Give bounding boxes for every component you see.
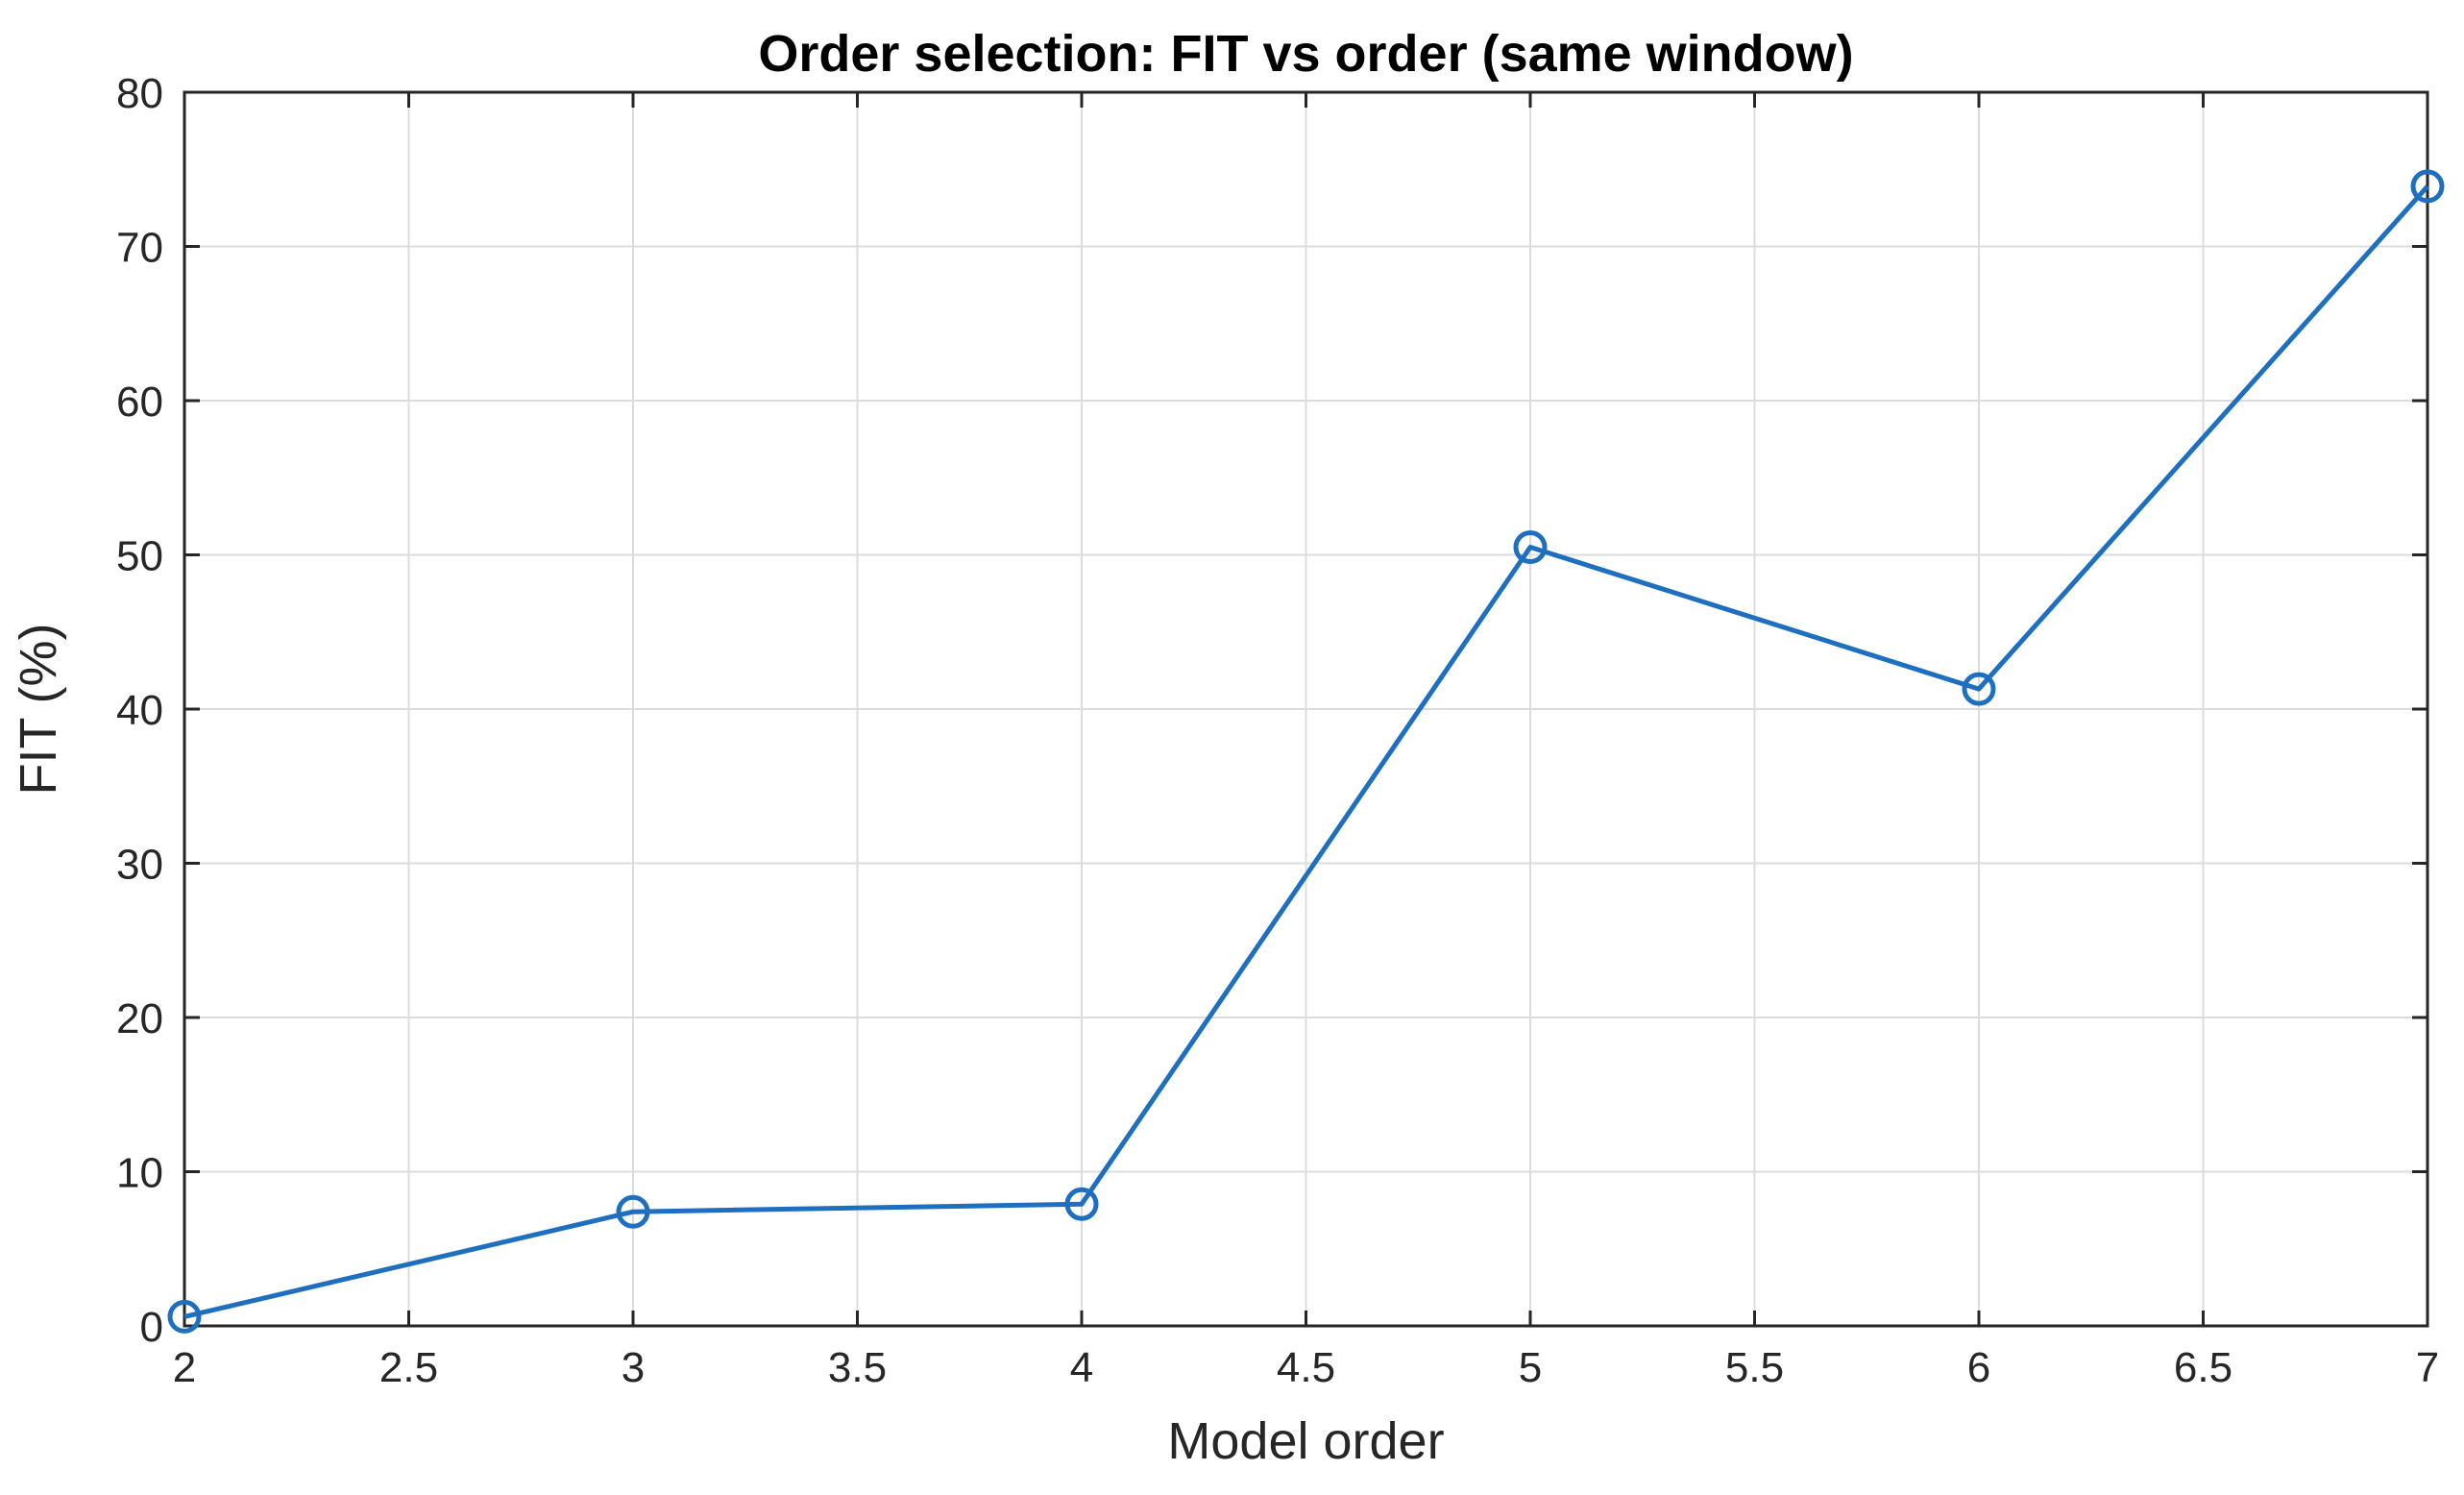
- x-tick-label: 6: [1967, 1344, 1990, 1391]
- x-tick-label: 3: [622, 1344, 645, 1391]
- x-axis-label: Model order: [1167, 1412, 1444, 1470]
- x-tick-label: 3.5: [828, 1344, 887, 1391]
- x-tick-label: 7: [2416, 1344, 2439, 1391]
- y-tick-label: 50: [116, 533, 163, 580]
- x-tick-label: 2.5: [379, 1344, 438, 1391]
- data-point-marker: [1962, 672, 1996, 706]
- x-tick-label: 4.5: [1277, 1344, 1335, 1391]
- series-fit: [167, 169, 2445, 1334]
- data-point-marker: [167, 1299, 202, 1334]
- y-tick-label: 60: [116, 379, 163, 426]
- data-point-marker: [1513, 529, 1548, 564]
- x-tick-label: 5: [1519, 1344, 1542, 1391]
- y-tick-label: 20: [116, 995, 163, 1042]
- data-point-marker: [616, 1194, 650, 1229]
- y-tick-label: 0: [140, 1304, 163, 1351]
- y-axis-label: FIT (%): [10, 624, 67, 796]
- data-point-marker: [2410, 169, 2445, 204]
- y-tick-label: 30: [116, 842, 163, 889]
- x-tick-label: 2: [173, 1344, 196, 1391]
- ticks: [183, 90, 2429, 1328]
- y-tick-label: 40: [116, 687, 163, 734]
- data-point-marker: [1064, 1187, 1099, 1221]
- x-tick-label: 4: [1070, 1344, 1093, 1391]
- series-line: [183, 184, 2429, 1319]
- chart-title: Order selection: FIT vs order (same wind…: [758, 25, 1853, 83]
- y-tick-label: 10: [116, 1150, 163, 1197]
- y-tick-labels: 0 10 20 30 40 50 60 70 80: [116, 70, 163, 1351]
- x-tick-label: 5.5: [1725, 1344, 1784, 1391]
- x-tick-label: 6.5: [2174, 1344, 2232, 1391]
- y-tick-label: 70: [116, 225, 163, 272]
- x-tick-labels: 2 2.5 3 3.5 4 4.5 5 5.5 6 6.5 7: [173, 1344, 2439, 1391]
- y-tick-label: 80: [116, 70, 163, 117]
